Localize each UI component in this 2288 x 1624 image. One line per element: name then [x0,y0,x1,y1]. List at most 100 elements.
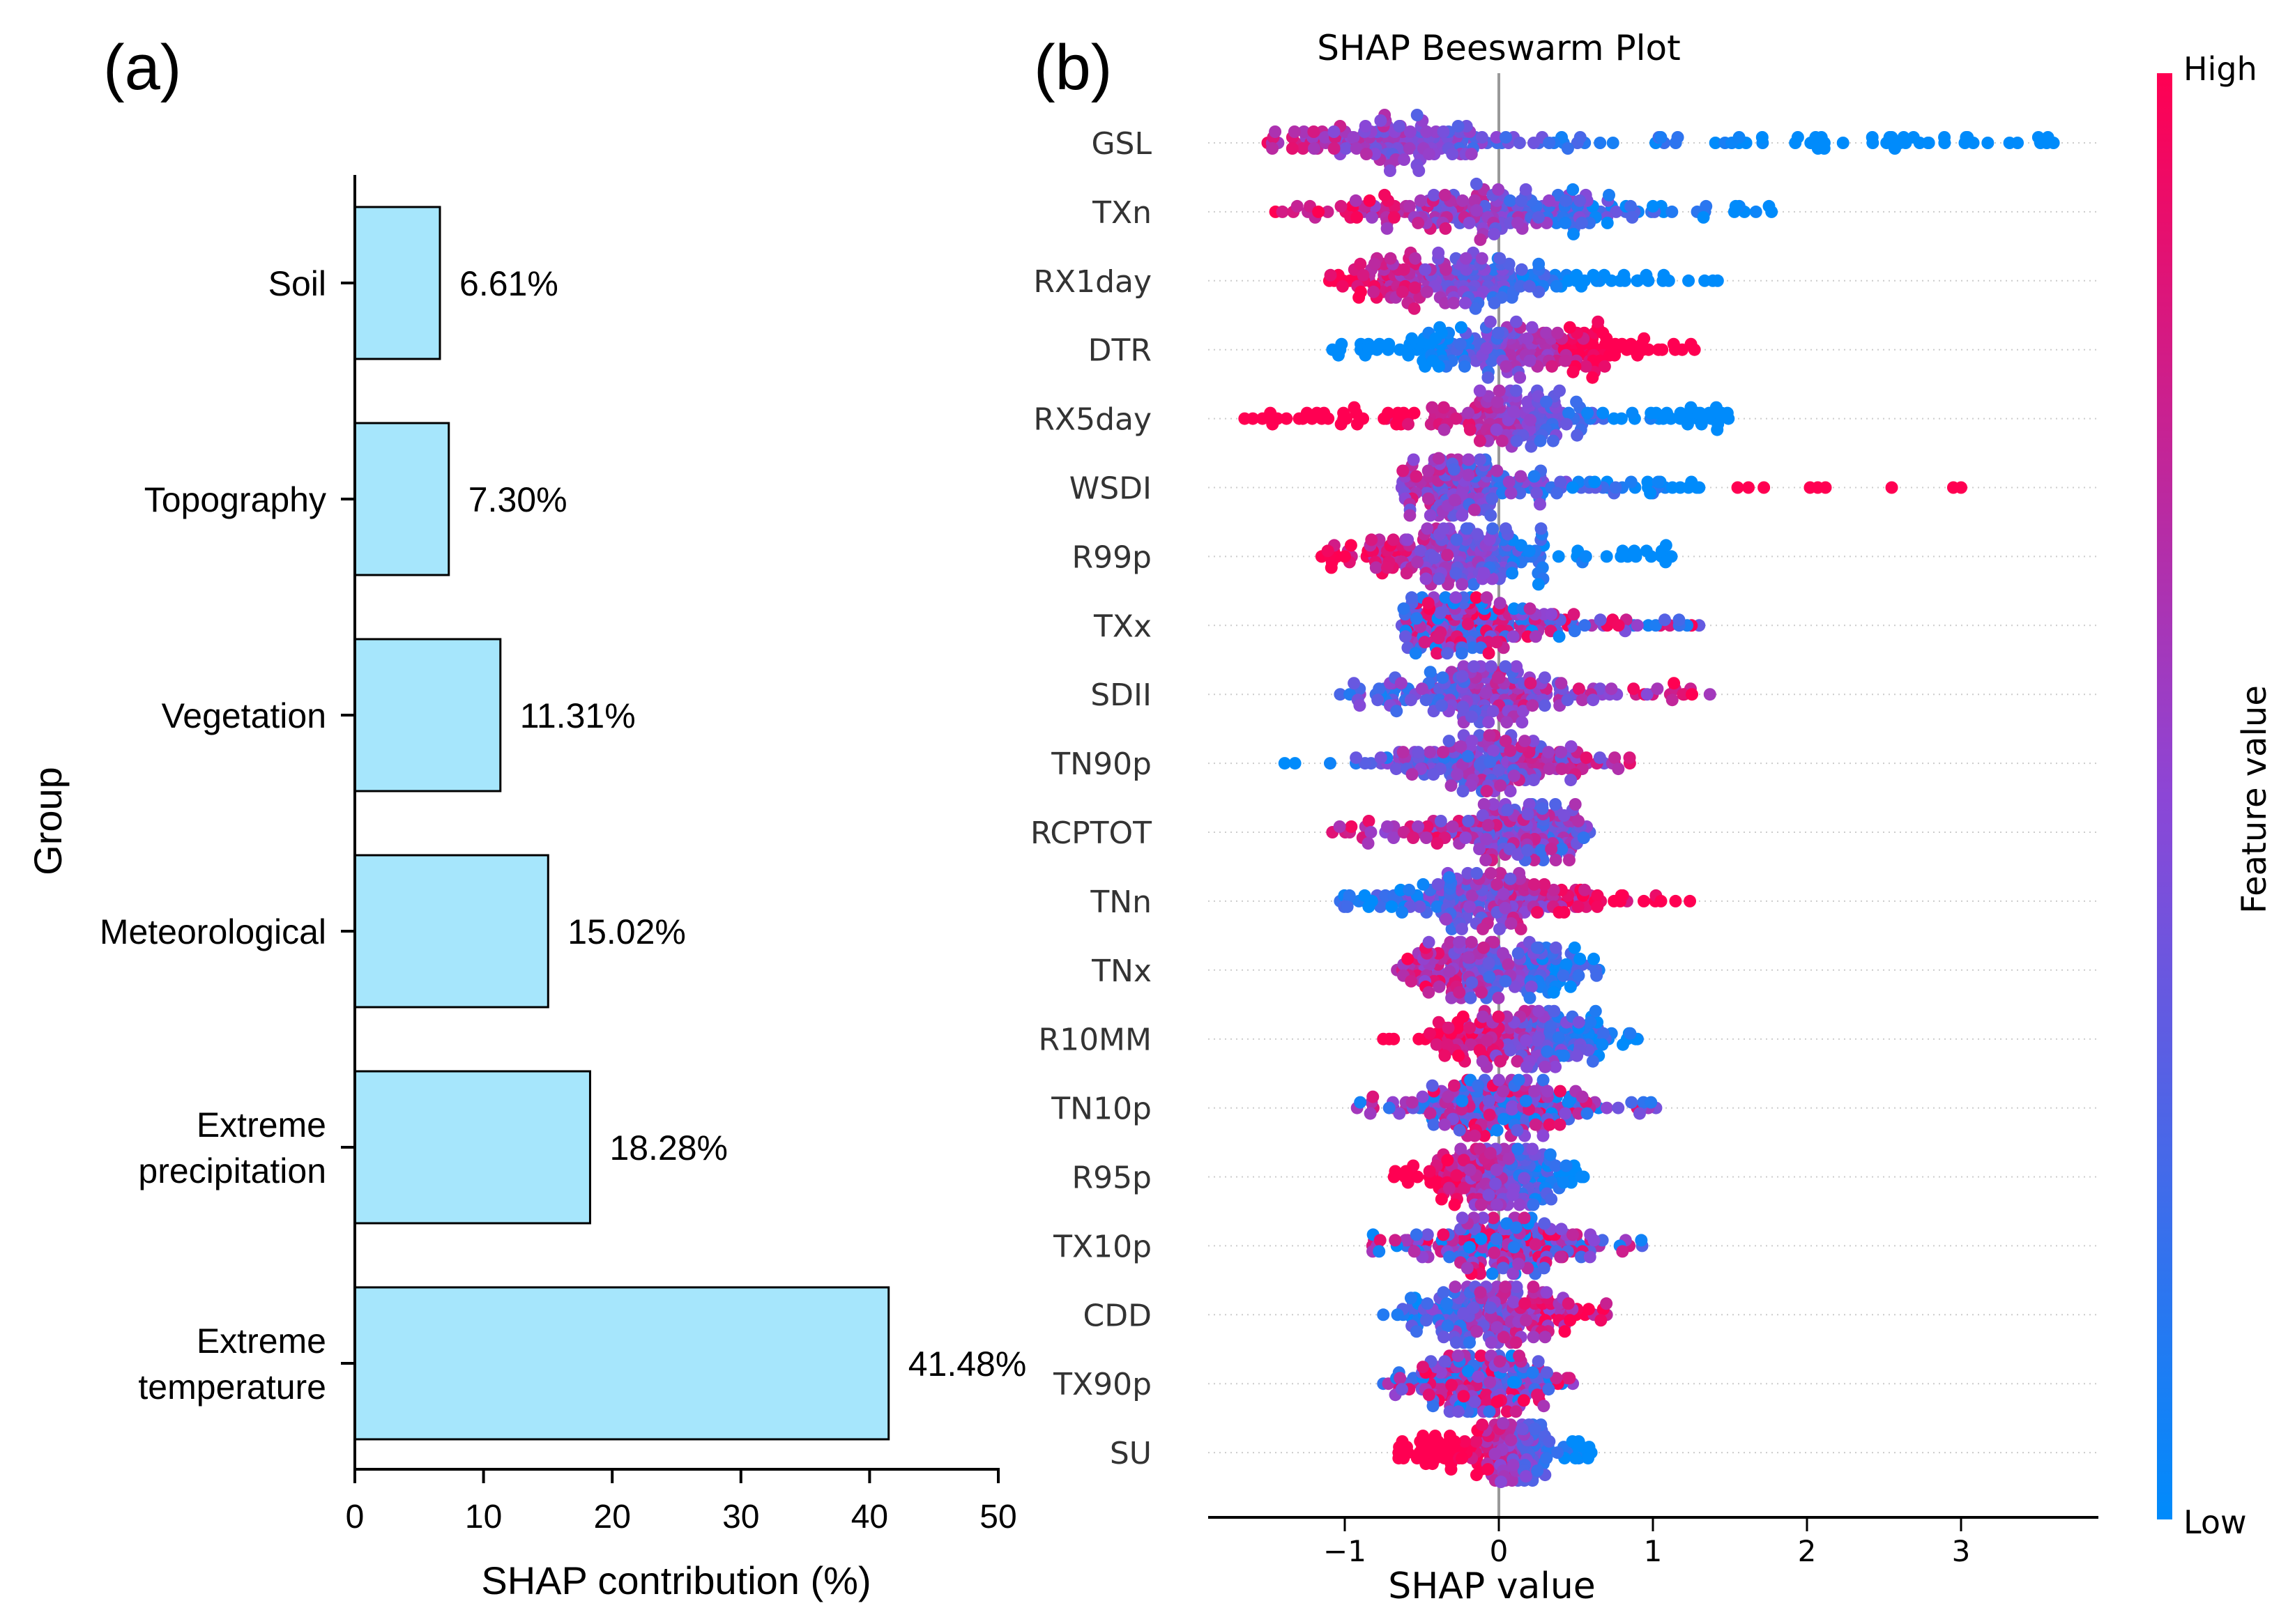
feature-label: RX5day [1033,402,1152,438]
beeswarm-point [1437,1286,1450,1299]
beeswarm-point [1587,694,1600,707]
beeswarm-point [1454,1142,1467,1156]
beeswarm-point [1575,1170,1588,1183]
beeswarm-point [1499,735,1512,748]
beeswarm-point [1407,832,1420,844]
beeswarm-point [1378,412,1391,425]
beeswarm-point [1588,475,1601,489]
beeswarm-point [1502,257,1516,270]
beeswarm-point [1504,1434,1518,1447]
beeswarm-point [1414,194,1427,207]
beeswarm-point [1477,1211,1490,1225]
beeswarm-point [1297,125,1311,138]
beeswarm-point [1586,1055,1599,1068]
beeswarm-point [1594,613,1607,627]
beeswarm-point [1496,947,1509,960]
beeswarm-point [1380,222,1394,235]
feature-label: TXn [1092,195,1152,231]
beeswarm-point [1529,630,1542,643]
beeswarm-point [1446,820,1459,833]
beeswarm-point [1505,291,1518,304]
beeswarm-point [1543,1020,1557,1033]
beeswarm-point [1571,815,1585,827]
beeswarm-point [1424,509,1437,522]
beeswarm-point [1527,470,1541,483]
beeswarm-point [1433,321,1447,334]
beeswarm-point [1532,1355,1545,1368]
beeswarm-point [1387,533,1400,546]
beeswarm-point [1580,1107,1594,1120]
beeswarm-point [1672,613,1686,627]
beeswarm-point [1484,1301,1497,1315]
beeswarm-point [1396,746,1410,759]
beeswarm-point [1401,418,1414,431]
beeswarm-point [1731,481,1744,494]
beeswarm-point [1482,956,1495,970]
beeswarm-point [1591,889,1604,902]
beeswarm-point [1612,1101,1625,1114]
beeswarm-point [1554,1250,1567,1264]
beeswarm-point [1566,1435,1579,1448]
beeswarm-point [1682,274,1695,287]
feature-label: TX10p [1053,1229,1152,1264]
beeswarm-point [2031,131,2045,144]
beeswarm-point [1529,1118,1542,1131]
beeswarm-point [1459,252,1472,265]
beeswarm-point [1693,406,1707,420]
beeswarm-point [1543,1148,1557,1161]
beeswarm-point [1483,1108,1496,1121]
beeswarm-point [1541,1045,1554,1058]
beeswarm-point [1415,682,1428,696]
beeswarm-point [1441,578,1454,591]
beeswarm-point [1755,131,1769,144]
beeswarm-point [1417,1361,1430,1374]
beeswarm-points [1238,109,2060,1489]
beeswarm-point [1575,279,1588,293]
beeswarm-point [1572,1016,1585,1029]
beeswarm-point [1508,980,1521,993]
beeswarm-point [1403,142,1416,155]
beeswarm-point [1431,1435,1444,1448]
panel-a-label: (a) [103,32,181,103]
beeswarm-point [1511,216,1524,229]
beeswarm-point [1490,878,1504,891]
beeswarm-point [1608,894,1621,907]
beeswarm-point [1483,970,1496,983]
beeswarm-point [1416,1090,1429,1103]
beeswarm-point [1575,1250,1588,1264]
beeswarm-point [1437,746,1450,759]
feature-label: RX1day [1033,264,1152,300]
beeswarm-point [1531,1388,1544,1402]
beeswarm-point [1439,591,1452,604]
bar [353,206,441,360]
beeswarm-point [1362,343,1375,356]
beeswarm-point [1463,1163,1477,1177]
beeswarm-point [1454,321,1467,334]
feature-label: R99p [1072,539,1152,575]
beeswarm-point [1350,142,1363,155]
beeswarm-point [1426,1079,1439,1092]
beeswarm-point [1553,1085,1566,1098]
beeswarm-point [1519,1094,1532,1108]
beeswarm-point [1487,935,1500,949]
beeswarm-point [1534,522,1548,535]
beeswarm-point [1432,360,1445,373]
beeswarm-point [1489,1177,1502,1190]
beeswarm-point [1477,941,1490,954]
beeswarm-point [1626,406,1639,420]
beeswarm-point [1515,194,1528,207]
beeswarm-point [1396,905,1409,919]
beeswarm-point [1638,332,1651,345]
beeswarm-point [1520,1034,1533,1047]
beeswarm-point [1530,487,1543,500]
beeswarm-point [1571,429,1584,442]
beeswarm-point [1288,125,1301,138]
beeswarm-point [1549,798,1562,811]
beeswarm-point [1323,757,1336,770]
beeswarm-point [1516,705,1530,718]
beeswarm-point [1264,406,1277,420]
beeswarm-point [1442,1090,1455,1103]
beeswarm-point [1600,1101,1613,1114]
beeswarm-point [1507,405,1520,418]
beeswarm-point [1546,360,1559,373]
